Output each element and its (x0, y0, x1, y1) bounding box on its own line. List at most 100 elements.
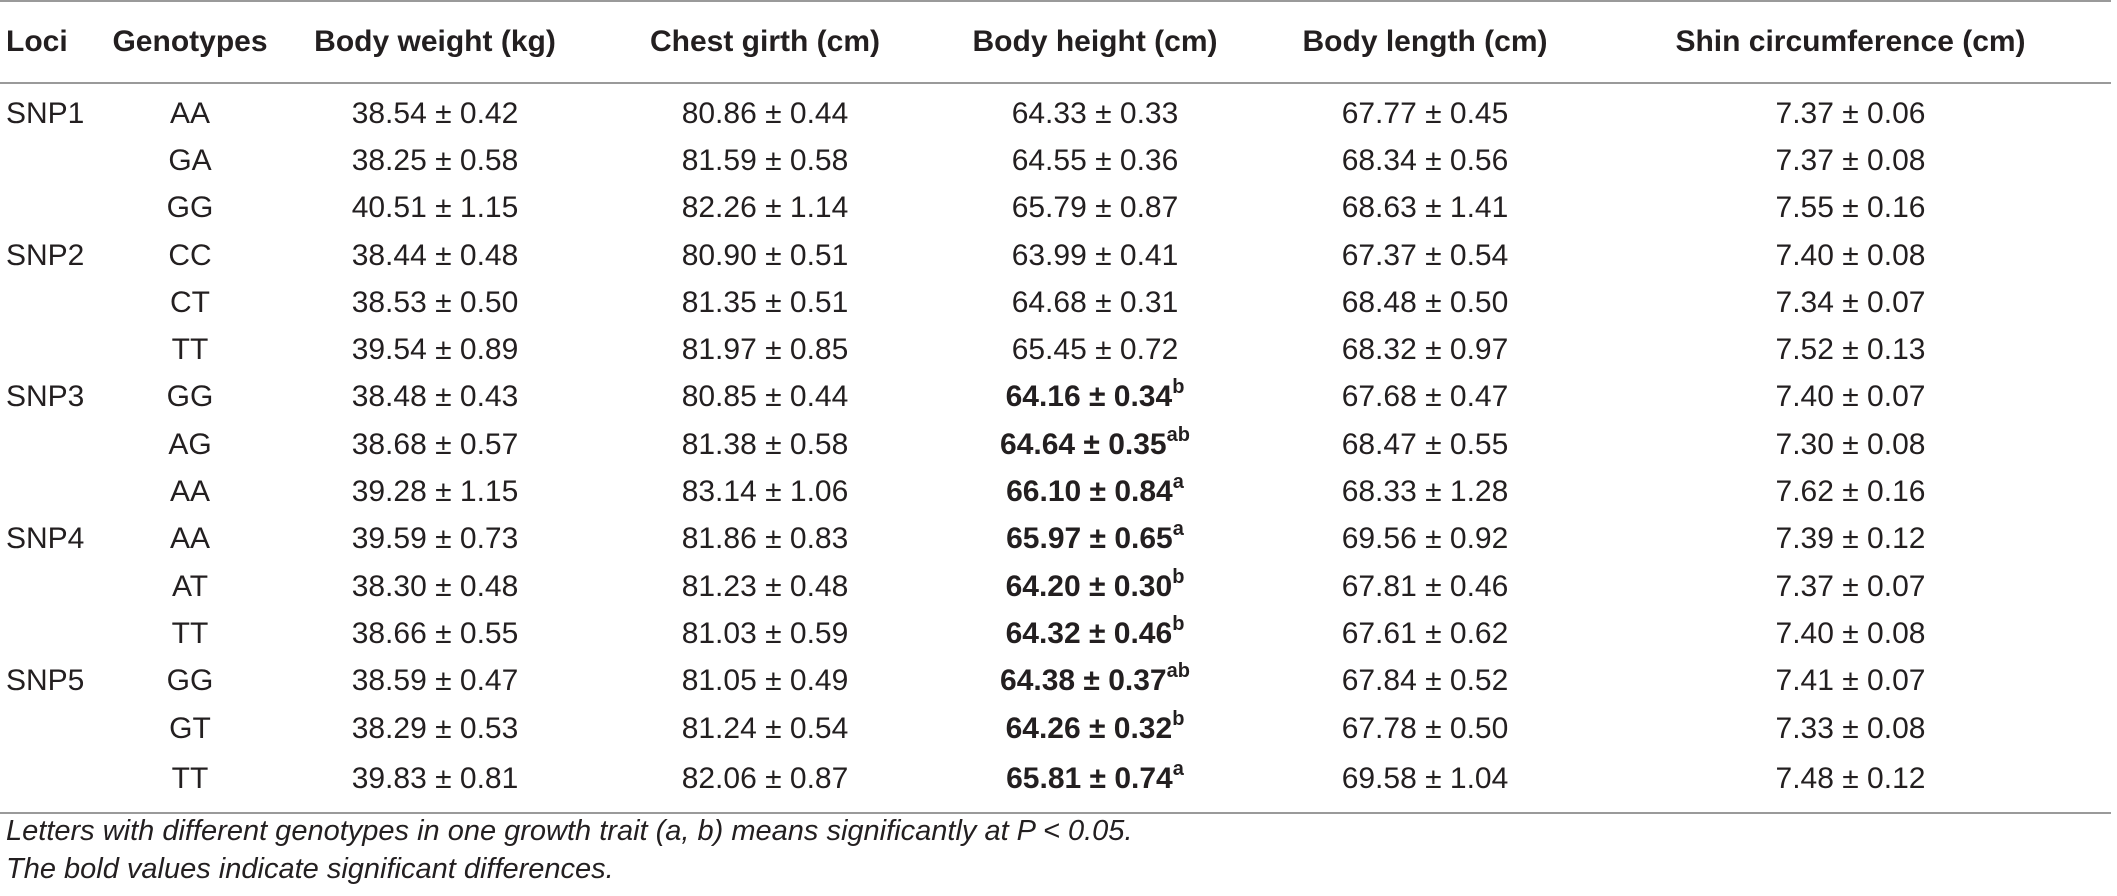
cell-body-length: 67.61 ± 0.62 (1341, 616, 1509, 650)
cell-locus (0, 326, 110, 373)
significance-letter: a (1172, 758, 1184, 781)
body-height-value: 64.64 ± 0.35 (1000, 427, 1167, 461)
cell-body-height: 64.64 ± 0.35ab (930, 421, 1260, 468)
cell-shin-circumference: 7.52 ± 0.13 (1775, 333, 1926, 367)
body-height-value: 64.32 ± 0.46 (1005, 616, 1173, 650)
cell-shin-circumference: 7.37 ± 0.06 (1775, 96, 1926, 130)
cell-body-weight: 39.28 ± 1.15 (351, 475, 519, 509)
cell-shin-circumference: 7.62 ± 0.16 (1775, 475, 1926, 509)
body-height-value: 65.45 ± 0.72 (1011, 333, 1179, 367)
cell-body-height: 64.33 ± 0.33 (930, 83, 1260, 137)
cell-chest-girth: 81.23 ± 0.48 (681, 569, 849, 603)
cell-genotype: AA (169, 475, 211, 509)
cell-shin-circumference: 7.55 ± 0.16 (1775, 191, 1926, 225)
cell-body-weight: 38.53 ± 0.50 (351, 285, 519, 319)
cell-body-height: 64.38 ± 0.37ab (930, 658, 1260, 705)
table-row: SNP2 CC 38.44 ± 0.48 80.90 ± 0.51 63.99 ± 0.… (0, 232, 2111, 279)
table-footnotes: Letters with different genotypes in one … (6, 812, 1133, 888)
table-row: GT 38.29 ± 0.53 81.24 ± 0.54 64.26 ± 0.32b 6… (0, 705, 2111, 752)
cell-shin-circumference: 7.37 ± 0.07 (1775, 569, 1926, 603)
cell-body-height: 65.79 ± 0.87 (930, 185, 1260, 232)
table-row: TT 38.66 ± 0.55 81.03 ± 0.59 64.32 ± 0.46b 6… (0, 610, 2111, 657)
body-height-value: 65.97 ± 0.65 (1006, 522, 1173, 556)
significance-letter: a (1172, 518, 1184, 541)
cell-body-weight: 40.51 ± 1.15 (351, 191, 519, 225)
cell-body-height: 65.45 ± 0.72 (930, 326, 1260, 373)
cell-genotype: AA (169, 522, 211, 556)
significance-letter: b (1172, 707, 1185, 730)
cell-shin-circumference: 7.40 ± 0.07 (1775, 380, 1926, 414)
cell-body-length: 67.77 ± 0.45 (1341, 96, 1509, 130)
cell-body-height: 66.10 ± 0.84a (930, 468, 1260, 515)
cell-shin-circumference: 7.48 ± 0.12 (1590, 752, 2111, 815)
cell-locus (0, 752, 110, 815)
cell-body-length: 67.78 ± 0.50 (1341, 711, 1509, 745)
cell-shin-circumference: 7.40 ± 0.08 (1775, 616, 1926, 650)
body-height-value: 64.26 ± 0.32 (1005, 711, 1173, 745)
table-row: TT 39.83 ± 0.81 82.06 ± 0.87 65.81 ± 0.74a 6… (0, 752, 2111, 815)
cell-body-length: 67.68 ± 0.47 (1341, 380, 1509, 414)
header-genotypes: Genotypes (110, 0, 270, 84)
cell-locus: SNP3 (6, 380, 85, 414)
cell-chest-girth: 82.26 ± 1.14 (681, 191, 849, 225)
genotype-growth-table: Loci Genotypes Body weight (kg) Chest gi… (0, 0, 2111, 815)
table-row: SNP4 AA 39.59 ± 0.73 81.86 ± 0.83 65.97 ± 0.… (0, 516, 2111, 563)
cell-genotype: AG (168, 427, 212, 461)
cell-locus (0, 468, 110, 515)
cell-genotype: TT (110, 752, 270, 815)
body-height-value: 65.79 ± 0.87 (1011, 191, 1179, 225)
cell-genotype: GG (166, 191, 214, 225)
cell-body-height: 64.20 ± 0.30b (930, 563, 1260, 610)
cell-body-length: 68.32 ± 0.97 (1341, 333, 1509, 367)
table-row: GA 38.25 ± 0.58 81.59 ± 0.58 64.55 ± 0.36 68… (0, 137, 2111, 184)
cell-chest-girth: 82.06 ± 0.87 (600, 752, 930, 815)
footnote-significance: Letters with different genotypes in one … (6, 815, 1133, 847)
cell-body-length: 69.58 ± 1.04 (1260, 752, 1590, 815)
cell-shin-circumference: 7.39 ± 0.12 (1775, 522, 1926, 556)
body-height-value: 64.20 ± 0.30 (1005, 569, 1173, 603)
significance-letter: ab (1166, 423, 1190, 446)
cell-body-length: 67.84 ± 0.52 (1341, 664, 1509, 698)
cell-chest-girth: 81.35 ± 0.51 (681, 285, 849, 319)
cell-genotype: GT (169, 711, 211, 745)
header-shin-circumference: Shin circumference (cm) (1590, 0, 2111, 84)
significance-letter: b (1172, 612, 1185, 635)
body-height-value: 66.10 ± 0.84 (1006, 475, 1173, 509)
cell-body-weight: 38.48 ± 0.43 (351, 380, 519, 414)
body-height-value: 64.68 ± 0.31 (1011, 285, 1179, 319)
cell-body-weight: 39.54 ± 0.89 (351, 333, 519, 367)
cell-chest-girth: 83.14 ± 1.06 (681, 475, 849, 509)
body-height-value: 64.55 ± 0.36 (1011, 143, 1179, 177)
cell-body-weight: 39.83 ± 0.81 (270, 752, 600, 815)
cell-chest-girth: 80.90 ± 0.51 (681, 238, 849, 272)
table-row: AG 38.68 ± 0.57 81.38 ± 0.58 64.64 ± 0.35ab… (0, 421, 2111, 468)
cell-shin-circumference: 7.41 ± 0.07 (1775, 664, 1926, 698)
cell-genotype: AT (171, 569, 209, 603)
cell-genotype: GG (166, 664, 214, 698)
cell-body-height: 64.68 ± 0.31 (930, 279, 1260, 326)
cell-chest-girth: 81.38 ± 0.58 (681, 427, 849, 461)
cell-body-height: 65.81 ± 0.74a (930, 752, 1260, 815)
cell-chest-girth: 80.86 ± 0.44 (681, 96, 849, 130)
cell-shin-circumference: 7.33 ± 0.08 (1775, 711, 1926, 745)
cell-body-length: 68.34 ± 0.56 (1341, 143, 1509, 177)
table-row: TT 39.54 ± 0.89 81.97 ± 0.85 65.45 ± 0.72 68… (0, 326, 2111, 373)
cell-shin-circumference: 7.34 ± 0.07 (1775, 285, 1926, 319)
header-loci: Loci (0, 0, 110, 84)
table-row: SNP5 GG 38.59 ± 0.47 81.05 ± 0.49 64.38 ± 0.… (0, 658, 2111, 705)
cell-locus (0, 610, 110, 657)
cell-body-weight: 38.54 ± 0.42 (351, 96, 519, 130)
cell-body-length: 68.33 ± 1.28 (1341, 475, 1509, 509)
cell-body-length: 67.37 ± 0.54 (1341, 238, 1509, 272)
body-height-value: 64.16 ± 0.34 (1005, 380, 1173, 414)
cell-body-weight: 38.66 ± 0.55 (351, 616, 519, 650)
significance-letter: ab (1166, 660, 1190, 683)
body-height-value: 64.38 ± 0.37 (1000, 664, 1167, 698)
cell-shin-circumference: 7.37 ± 0.08 (1775, 143, 1926, 177)
cell-chest-girth: 81.24 ± 0.54 (681, 711, 849, 745)
cell-locus (0, 705, 110, 752)
cell-chest-girth: 81.05 ± 0.49 (681, 664, 849, 698)
significance-letter: a (1172, 471, 1184, 494)
cell-body-length: 69.56 ± 0.92 (1341, 522, 1509, 556)
